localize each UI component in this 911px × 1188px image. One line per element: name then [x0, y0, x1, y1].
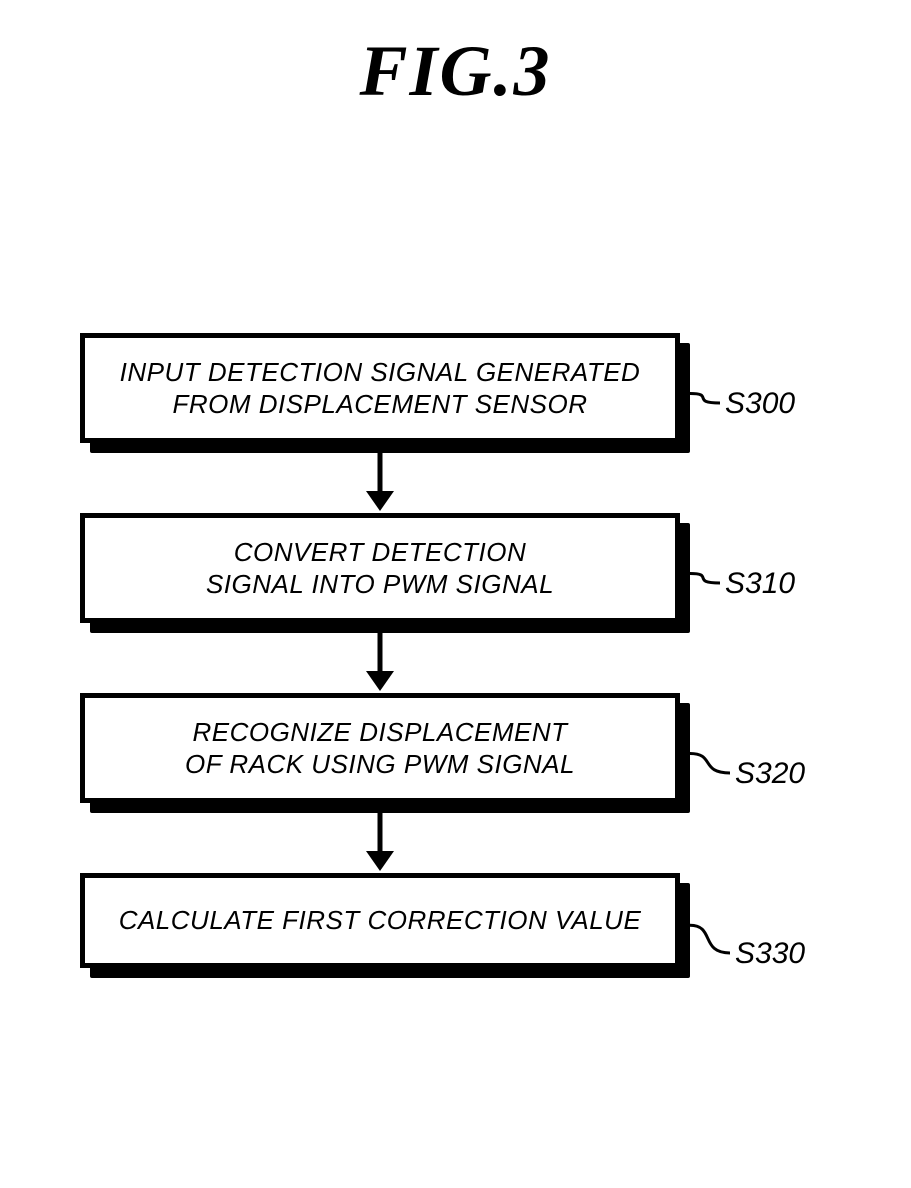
figure-title: FIG.3: [0, 30, 911, 113]
flowchart-step-s320: RECOGNIZE DISPLACEMENTOF RACK USING PWM …: [80, 693, 800, 813]
flowchart-arrow: [80, 633, 680, 693]
step-text-line: FROM DISPLACEMENT SENSOR: [120, 388, 641, 421]
step-box: CONVERT DETECTIONSIGNAL INTO PWM SIGNAL: [80, 513, 680, 623]
step-text-line: SIGNAL INTO PWM SIGNAL: [206, 568, 554, 601]
step-text-line: CALCULATE FIRST CORRECTION VALUE: [119, 904, 642, 937]
step-text-line: OF RACK USING PWM SIGNAL: [185, 748, 575, 781]
flowchart-arrow: [80, 453, 680, 513]
step-box: CALCULATE FIRST CORRECTION VALUE: [80, 873, 680, 968]
step-label: S310: [725, 567, 795, 601]
step-box: INPUT DETECTION SIGNAL GENERATEDFROM DIS…: [80, 333, 680, 443]
step-label: S300: [725, 387, 795, 421]
flowchart-step-s300: INPUT DETECTION SIGNAL GENERATEDFROM DIS…: [80, 333, 800, 453]
step-label: S330: [735, 937, 805, 971]
step-label: S320: [735, 757, 805, 791]
flowchart-step-s310: CONVERT DETECTIONSIGNAL INTO PWM SIGNALS…: [80, 513, 800, 633]
step-box: RECOGNIZE DISPLACEMENTOF RACK USING PWM …: [80, 693, 680, 803]
flowchart-step-s330: CALCULATE FIRST CORRECTION VALUES330: [80, 873, 800, 978]
step-text-line: INPUT DETECTION SIGNAL GENERATED: [120, 356, 641, 389]
flowchart-arrow: [80, 813, 680, 873]
step-text-line: RECOGNIZE DISPLACEMENT: [185, 716, 575, 749]
step-text-line: CONVERT DETECTION: [206, 536, 554, 569]
flowchart-container: INPUT DETECTION SIGNAL GENERATEDFROM DIS…: [0, 333, 911, 978]
